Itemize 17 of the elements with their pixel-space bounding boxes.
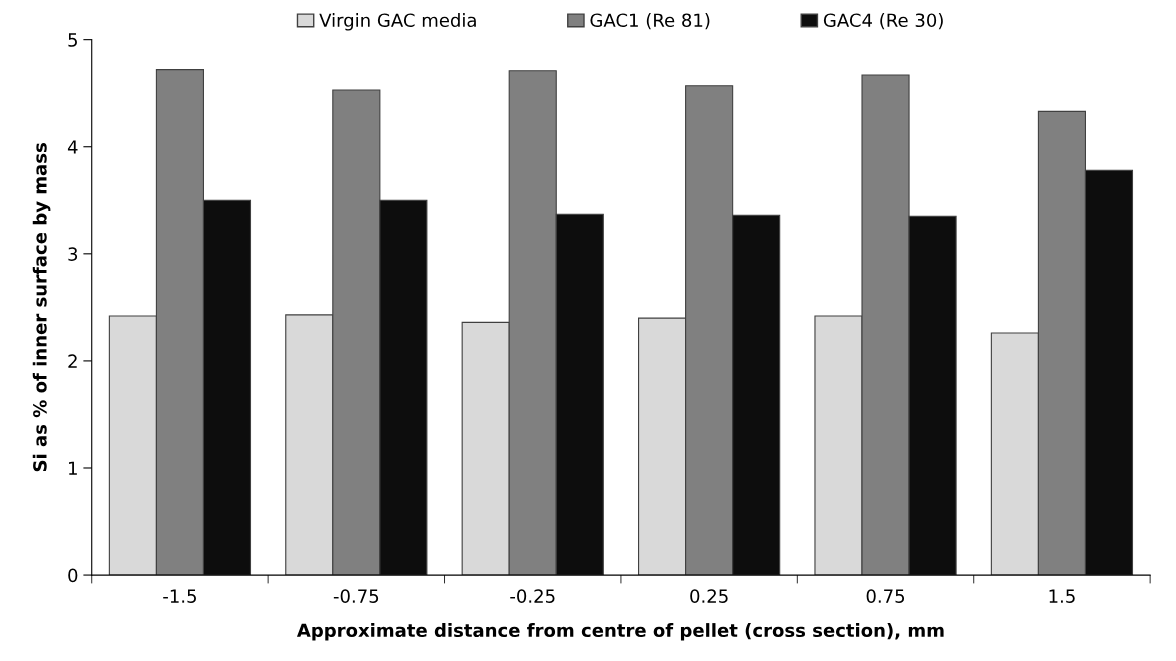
x-tick-label: -1.5 (163, 589, 196, 603)
y-axis-title: Si as % of inner surface by mass (32, 143, 51, 472)
y-tick-label: 1 (69, 461, 77, 475)
x-tick-label: 1.5 (1049, 589, 1075, 603)
y-tick-label: 2 (68, 354, 77, 368)
legend-label: Virgin GAC media (319, 13, 476, 31)
y-tick-label: 5 (68, 33, 77, 47)
x-tick-label: -0.75 (333, 589, 379, 603)
x-tick-label: -0.25 (510, 589, 555, 603)
x-tick-label: 0.75 (866, 589, 905, 603)
legend-label: GAC1 (Re 81) (590, 13, 710, 30)
x-axis-title: Approximate distance from centre of pellet (cross section), mm (296, 623, 944, 641)
legend-label: GAC4 (Re 30) (823, 13, 943, 30)
y-tick-label: 4 (67, 140, 78, 154)
x-tick-label: 0.25 (690, 589, 728, 603)
y-tick-label: 0 (68, 568, 78, 583)
y-tick-label: 3 (68, 247, 78, 261)
